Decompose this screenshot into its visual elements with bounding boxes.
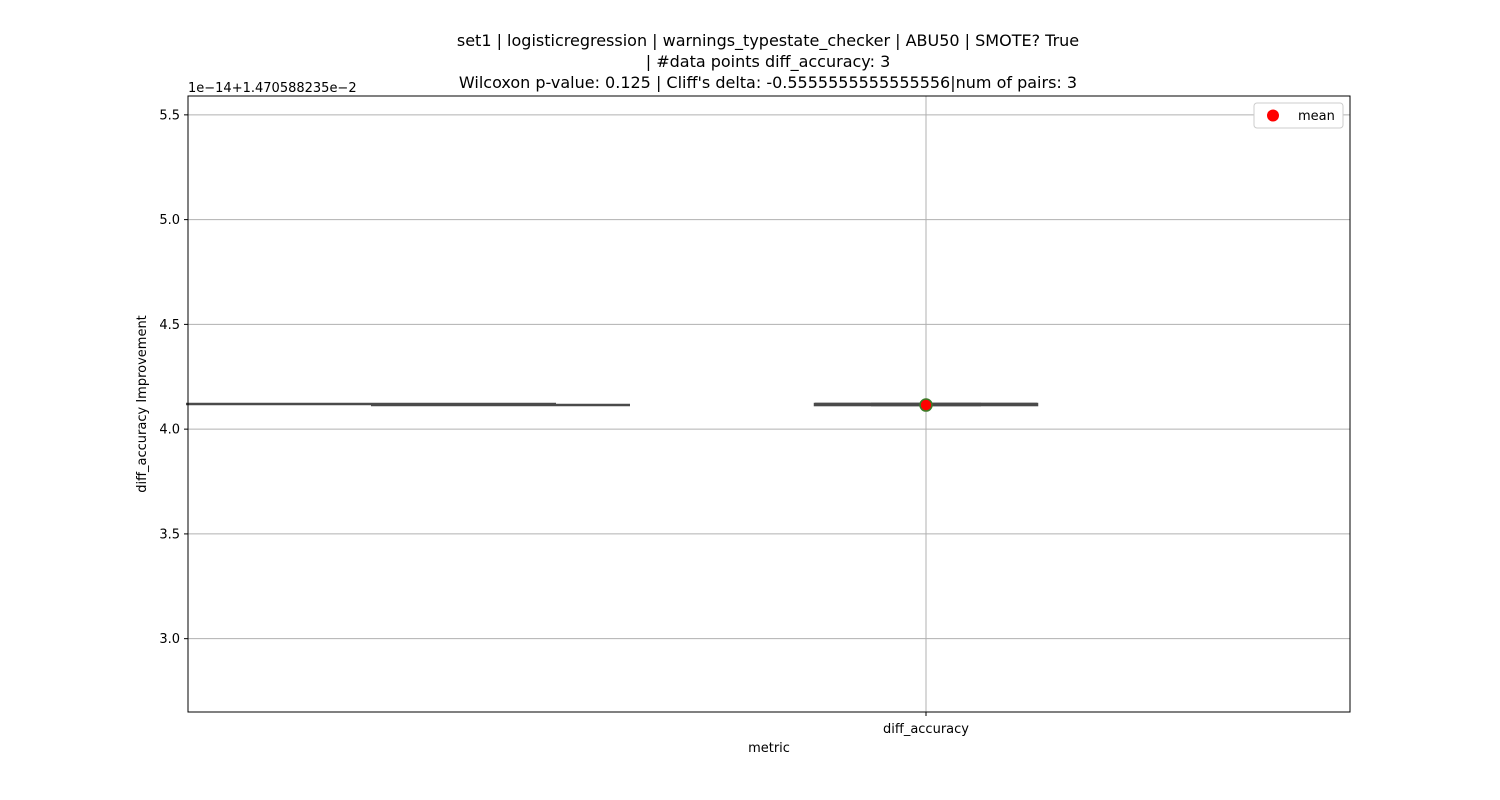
x-tick-label: diff_accuracy <box>883 722 969 737</box>
grid <box>188 96 1350 712</box>
mean-marker <box>919 398 933 412</box>
y-tick-label: 5.5 <box>159 108 180 123</box>
chart-marks <box>186 398 1039 412</box>
legend-mean-label: mean <box>1298 109 1335 124</box>
chart-title-line-3: Wilcoxon p-value: 0.125 | Cliff's delta:… <box>459 73 1077 92</box>
y-tick-label: 4.0 <box>159 423 180 438</box>
x-ticks: diff_accuracy <box>883 712 969 737</box>
legend-mean-marker <box>1267 109 1279 122</box>
y-tick-label: 4.5 <box>159 318 180 333</box>
legend-frame <box>1253 102 1344 129</box>
x-axis-label: metric <box>748 741 790 756</box>
y-offset-label: 1e−14+1.470588235e−2 <box>188 81 357 96</box>
legend: mean <box>1253 102 1344 129</box>
y-axis-label: diff_accuracy Improvement <box>135 315 150 493</box>
y-tick-label: 3.0 <box>159 632 180 647</box>
y-tick-label: 3.5 <box>159 527 180 542</box>
y-tick-label: 5.0 <box>159 213 180 228</box>
chart-title-line-2: | #data points diff_accuracy: 3 <box>646 52 891 72</box>
plot-frame <box>187 95 1351 713</box>
y-ticks: 3.0 3.5 4.0 4.5 5.0 5.5 <box>159 108 188 647</box>
chart-title-line-1: set1 | logisticregression | warnings_typ… <box>457 31 1079 51</box>
